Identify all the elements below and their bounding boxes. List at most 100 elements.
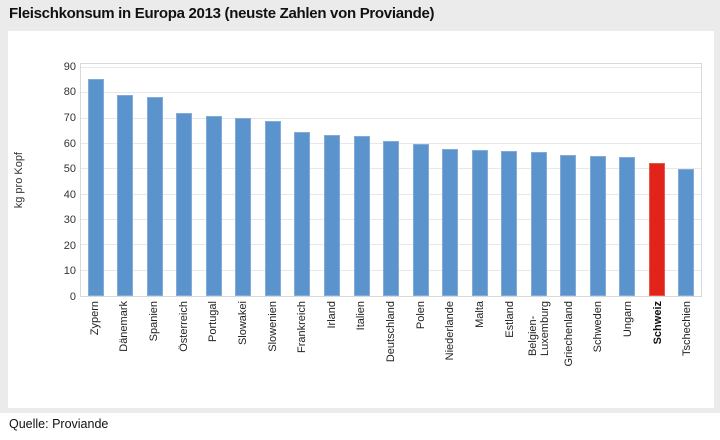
x-label-Estland: Estland xyxy=(503,301,516,338)
bar-Estland xyxy=(501,151,518,296)
y-tick-label: 60 xyxy=(63,137,76,150)
y-tick-label: 0 xyxy=(69,291,76,303)
bar-slot xyxy=(317,64,347,296)
x-label-Spanien: Spanien xyxy=(148,301,161,342)
bar-Slowakei xyxy=(235,118,252,296)
x-label-Slowenien: Slowenien xyxy=(266,301,279,352)
bar-Deutschland xyxy=(383,141,400,296)
x-label-Niederlande: Niederlande xyxy=(444,301,457,361)
x-label-slot: Frankreich xyxy=(287,297,317,405)
y-tick-label: 80 xyxy=(63,86,76,99)
bar-Belgien-Luxemburg xyxy=(530,151,547,296)
y-axis-ticks: 0 10 20 30 40 50 60 70 80 90 xyxy=(8,31,714,408)
y-tick-label: 50 xyxy=(63,163,76,176)
bar-slot xyxy=(229,64,259,296)
x-label-slot: Portugal xyxy=(199,297,229,405)
bar-slot xyxy=(494,64,524,296)
bar-slot xyxy=(288,64,318,296)
bar-Spanien xyxy=(146,97,163,296)
bar-Portugal xyxy=(205,115,222,296)
bar-slot xyxy=(140,64,170,296)
gridline-90 xyxy=(81,66,701,68)
x-label-Schweiz: Schweiz xyxy=(651,301,664,345)
bar-slot xyxy=(170,64,200,296)
chart-panel: kg pro Kopf 0 10 20 30 40 50 60 70 80 90 Zypern Dä… xyxy=(8,31,714,408)
x-label-slot: Estland xyxy=(495,297,525,405)
bar-Tschechien xyxy=(678,169,695,296)
x-label-Slowakei: Slowakei xyxy=(236,301,249,346)
x-label-slot: Ungarn xyxy=(613,297,643,405)
x-label-Dänemark: Dänemark xyxy=(118,301,131,352)
x-label-slot: Tschechien xyxy=(673,297,703,405)
bar-slot xyxy=(376,64,406,296)
x-label-slot: Irland xyxy=(317,297,347,405)
x-label-slot: Österreich xyxy=(169,297,199,405)
x-label-slot: Deutschland xyxy=(376,297,406,405)
x-label-Griechenland: Griechenland xyxy=(562,301,575,367)
x-label-Malta: Malta xyxy=(473,301,486,328)
x-axis-labels: Zypern Dänemark Spanien Österreich Portugal S… xyxy=(80,297,702,405)
bar-Niederlande xyxy=(442,148,459,296)
gridline-70 xyxy=(81,117,701,119)
x-label-Zypern: Zypern xyxy=(88,301,101,336)
bar-Schweden xyxy=(589,156,606,296)
bar-Zypern xyxy=(87,79,104,296)
bar-slot xyxy=(406,64,436,296)
bar-Italien xyxy=(353,135,370,296)
x-label-slot: Slowenien xyxy=(258,297,288,405)
x-label-slot: Spanien xyxy=(139,297,169,405)
x-label-Polen: Polen xyxy=(414,301,427,330)
bar-slot xyxy=(199,64,229,296)
x-label-slot: Italien xyxy=(347,297,377,405)
bar-Irland xyxy=(324,135,341,296)
y-tick-label: 10 xyxy=(63,265,76,278)
gridline-80 xyxy=(81,92,701,94)
bar-slot xyxy=(642,64,672,296)
bar-slot xyxy=(672,64,702,296)
y-tick-label: 20 xyxy=(63,239,76,252)
x-label-Österreich: Österreich xyxy=(177,301,190,352)
x-label-Irland: Irland xyxy=(325,301,338,329)
bar-slot xyxy=(613,64,643,296)
bar-Österreich xyxy=(176,112,193,296)
x-label-slot: Polen xyxy=(406,297,436,405)
x-label-Tschechien: Tschechien xyxy=(681,301,694,357)
bar-Malta xyxy=(471,150,488,296)
x-label-Frankreich: Frankreich xyxy=(296,301,309,353)
bar-Griechenland xyxy=(560,155,577,296)
chart-title: Fleischkonsum in Europa 2013 (neuste Zah… xyxy=(9,5,435,22)
x-label-Italien: Italien xyxy=(355,301,368,331)
x-label-slot: Zypern xyxy=(80,297,110,405)
bar-slot xyxy=(554,64,584,296)
x-label-Deutschland: Deutschland xyxy=(385,301,398,363)
bar-series xyxy=(81,64,701,296)
source-note: Quelle: Proviande xyxy=(9,417,109,431)
x-label-Schweden: Schweden xyxy=(592,301,605,353)
bar-slot xyxy=(81,64,111,296)
bar-slot xyxy=(524,64,554,296)
x-label-slot: Schweden xyxy=(584,297,614,405)
x-label-slot: Niederlande xyxy=(436,297,466,405)
x-label-slot: Dänemark xyxy=(110,297,140,405)
x-label-Belgien-Luxemburg: Belgien- Luxemburg xyxy=(527,301,552,357)
x-label-slot: Griechenland xyxy=(554,297,584,405)
x-label-Ungarn: Ungarn xyxy=(622,301,635,338)
y-tick-label: 70 xyxy=(63,111,76,124)
bar-Dänemark xyxy=(117,94,134,296)
bar-Polen xyxy=(412,143,429,296)
bar-highlight-Schweiz xyxy=(648,162,665,296)
y-tick-label: 30 xyxy=(63,214,76,227)
x-label-slot: Schweiz xyxy=(643,297,673,405)
x-label-Portugal: Portugal xyxy=(207,301,220,342)
x-label-slot: Malta xyxy=(465,297,495,405)
plot-area xyxy=(80,63,702,297)
bar-Frankreich xyxy=(294,132,311,296)
y-tick-label: 40 xyxy=(63,188,76,201)
chart-widget: Fleischkonsum in Europa 2013 (neuste Zah… xyxy=(0,0,720,413)
bar-slot xyxy=(583,64,613,296)
bar-slot xyxy=(111,64,141,296)
bar-Slowenien xyxy=(264,121,281,296)
bar-Ungarn xyxy=(619,157,636,296)
bar-slot xyxy=(465,64,495,296)
bar-slot xyxy=(258,64,288,296)
